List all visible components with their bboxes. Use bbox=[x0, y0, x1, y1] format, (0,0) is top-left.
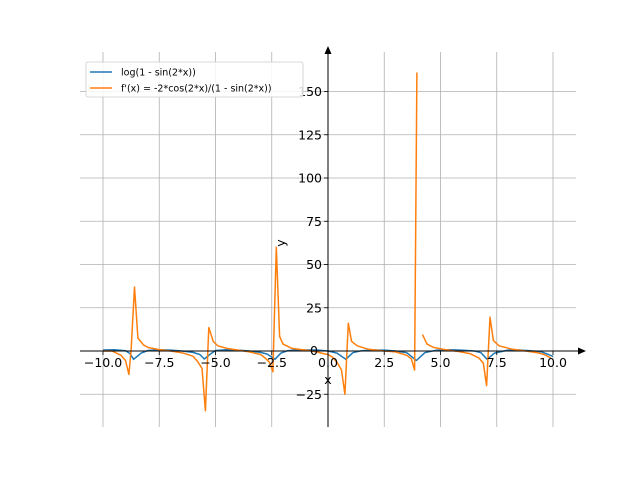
legend-label-series-1: log(1 - sin(2*x)) bbox=[121, 68, 196, 79]
y-tick-label-4: 100 bbox=[298, 171, 322, 186]
series-2-line-segment-1 bbox=[103, 72, 418, 412]
x-tick-label-3: −2.5 bbox=[257, 355, 287, 370]
series-1-line bbox=[102, 349, 554, 362]
y-tick-label-3: 75 bbox=[306, 214, 322, 229]
y-tick-label-6: 150 bbox=[298, 84, 322, 99]
series-2-line-segment-2 bbox=[421, 316, 552, 387]
y-axis-arrow bbox=[324, 46, 332, 54]
x-tick-label-4: 0.0 bbox=[318, 355, 338, 370]
y-tick-label-5: 125 bbox=[298, 127, 322, 142]
x-tick-label-7: 7.5 bbox=[487, 355, 507, 370]
y-tick-label-0: −25 bbox=[296, 387, 322, 402]
y-tick-label-1: 25 bbox=[306, 300, 322, 315]
x-tick-label-6: 5.0 bbox=[431, 355, 451, 370]
x-axis-label: x bbox=[324, 372, 331, 387]
origin-y-tick-label: 0 bbox=[310, 343, 318, 358]
x-tick-label-2: −5.0 bbox=[200, 355, 230, 370]
series-layer bbox=[102, 72, 554, 412]
x-tick-label-5: 2.5 bbox=[374, 355, 394, 370]
y-axis-label: y bbox=[273, 239, 288, 247]
x-axis-arrow bbox=[578, 347, 586, 355]
legend-frame bbox=[85, 61, 304, 98]
y-tick-label-2: 50 bbox=[306, 257, 322, 272]
legend-label-series-2: f'(x) = -2*cos(2*x)/(1 - sin(2*x)) bbox=[121, 84, 272, 95]
x-tick-label-0: −10.0 bbox=[84, 355, 122, 370]
x-tick-label-1: −7.5 bbox=[144, 355, 174, 370]
x-tick-label-8: 10.0 bbox=[539, 355, 567, 370]
legend: log(1 - sin(2*x)) f'(x) = -2*cos(2*x)/(1… bbox=[85, 61, 304, 98]
tick-labels: −10.0 −7.5 −5.0 −2.5 0.0 2.5 5.0 7.5 10.0 −25 25 50… bbox=[84, 84, 567, 402]
